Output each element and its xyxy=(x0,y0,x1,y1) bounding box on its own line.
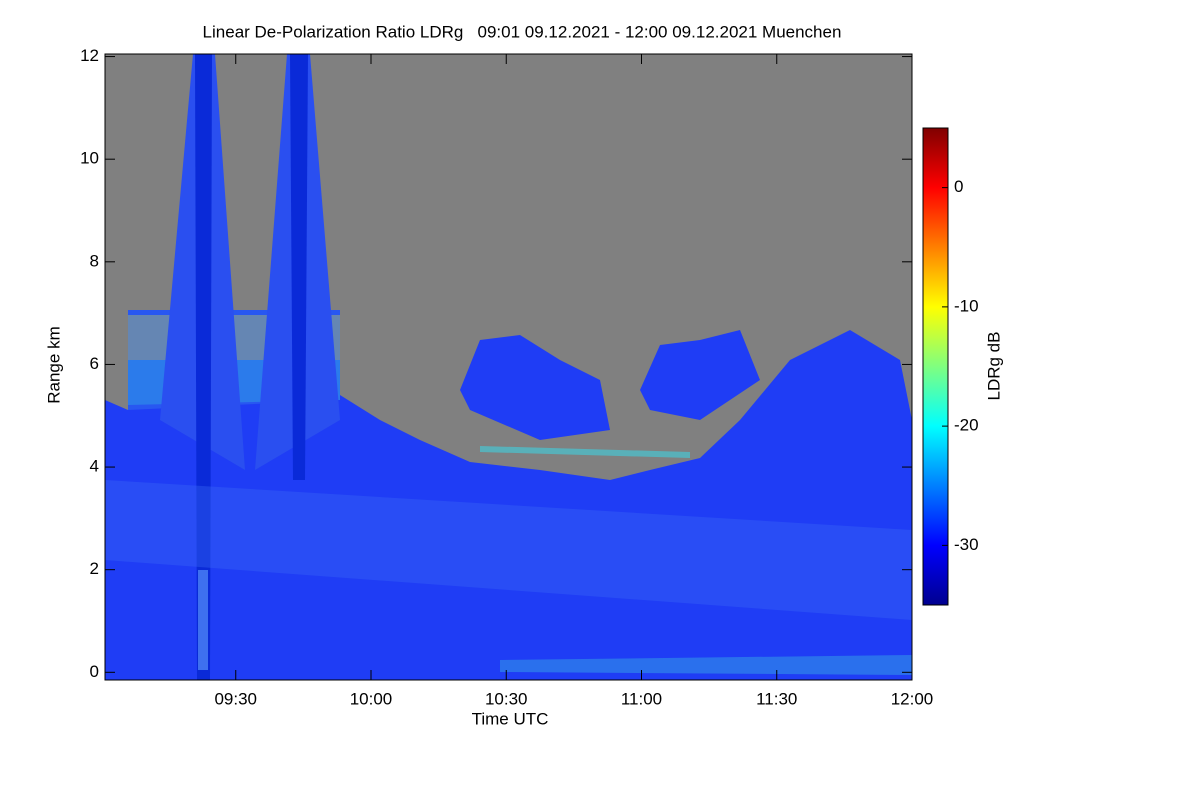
y-tick-label: 10 xyxy=(80,149,99,168)
x-tick-label: 10:30 xyxy=(485,689,528,708)
colorbar-tick-label: -10 xyxy=(954,296,979,315)
colorbar xyxy=(922,127,949,606)
x-tick-label: 11:00 xyxy=(621,689,662,708)
x-tick-label: 11:30 xyxy=(756,689,797,708)
y-tick-label: 8 xyxy=(90,251,99,270)
y-tick-label: 6 xyxy=(90,354,99,373)
plot-frame xyxy=(104,53,913,681)
colorbar-tick-label: -20 xyxy=(954,416,979,435)
y-tick-label: 4 xyxy=(90,457,99,476)
colorbar-label: LDRg dB xyxy=(984,332,1003,401)
colorbar-tick-label: -30 xyxy=(954,535,979,554)
colorbar-tick-label: 0 xyxy=(954,177,963,196)
heatmap-image xyxy=(105,54,912,680)
x-axis-label: Time UTC xyxy=(472,709,549,728)
y-tick-label: 0 xyxy=(90,662,99,681)
x-tick-label: 12:00 xyxy=(891,689,934,708)
chart-title: Linear De-Polarization Ratio LDRg 09:01 … xyxy=(203,22,842,41)
y-axis-label: Range km xyxy=(44,326,63,403)
y-tick-label: 2 xyxy=(90,559,99,578)
y-tick-label: 12 xyxy=(80,46,99,65)
x-tick-label: 09:30 xyxy=(214,689,257,708)
x-tick-label: 10:00 xyxy=(350,689,393,708)
